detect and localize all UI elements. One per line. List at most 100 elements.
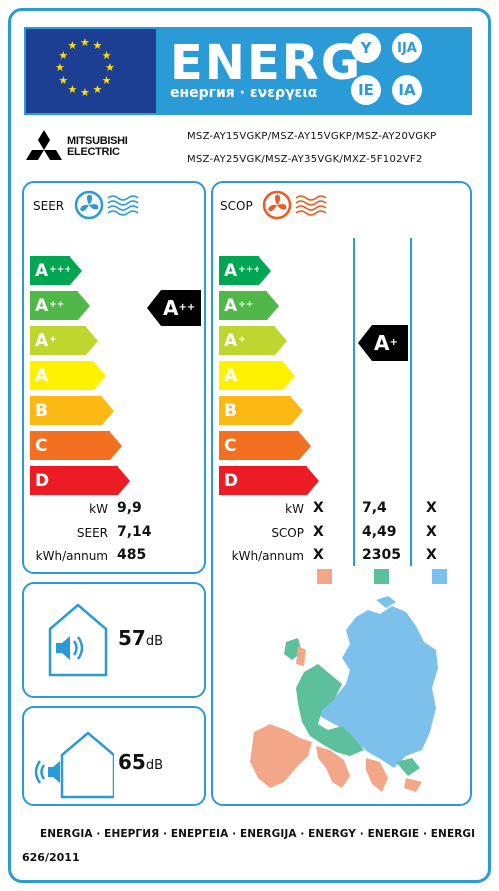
eu-star-icon: ★ <box>80 86 90 99</box>
seer-row-label: kWh/annum <box>35 549 108 563</box>
suffix-ia: IA <box>392 75 422 105</box>
indoor-noise-panel <box>22 582 206 698</box>
energy-header: ★ ★ ★ ★ ★ ★ ★ ★ ★ ★ ★ ★ ENERG енергия · ενεργεια Y … <box>24 27 472 115</box>
energy-class-arrow: A ++ <box>219 291 279 320</box>
energy-class-sup: ++ <box>49 300 65 310</box>
scop-cell: 7,4 <box>362 500 387 516</box>
energy-class-letter: B <box>224 400 237 421</box>
energy-class-letter: A <box>35 260 49 281</box>
energy-class-sup: + <box>49 335 57 345</box>
mitsubishi-logo-icon <box>26 130 62 160</box>
energy-class-arrow: A +++ <box>219 256 271 285</box>
brand-name-line1: MITSUBISHI <box>67 135 128 147</box>
energy-class-letter: C <box>224 435 237 456</box>
seer-row-value: 485 <box>117 547 147 563</box>
seer-row-label: SEER <box>76 526 108 540</box>
energy-class-arrow: A <box>30 361 106 390</box>
outdoor-unit-noise-icon <box>34 731 114 799</box>
seer-title: SEER <box>33 199 65 213</box>
footer-languages: ENERGIA · ЕНЕРГИЯ · ΕΝΕΡΓΕΙΑ · ENERGIJA … <box>40 828 476 840</box>
suffix-y: Y <box>351 33 381 63</box>
energy-class-arrow: A + <box>30 326 98 355</box>
label-frame <box>8 8 491 883</box>
europe-climate-map <box>250 596 438 792</box>
energy-class-arrow: B <box>30 396 114 425</box>
eu-star-icon: ★ <box>58 48 69 62</box>
scop-row-label: kWh/annum <box>231 549 304 563</box>
suffix-ija: IJA <box>392 33 422 63</box>
seer-row-label: kW <box>89 502 108 516</box>
eu-star-icon: ★ <box>105 61 115 74</box>
indoor-unit-noise-icon <box>48 603 108 677</box>
eu-star-icon: ★ <box>101 48 112 62</box>
energy-class-arrow: D <box>219 466 319 495</box>
energy-class-letter: A <box>35 295 49 316</box>
seer-rating-arrow: A ++ <box>147 290 202 326</box>
scop-row-label: kW <box>285 502 304 516</box>
energy-class-arrow: A +++ <box>30 256 82 285</box>
eu-star-icon: ★ <box>101 73 112 87</box>
energy-class-arrow: D <box>30 466 130 495</box>
scop-rating-sup: + <box>389 337 398 348</box>
seer-panel <box>22 181 206 574</box>
seer-rating-letter: A <box>163 296 179 320</box>
suffix-ie: IE <box>351 75 381 105</box>
climate-swatch-average <box>374 569 389 584</box>
brand-name-line2: ELECTRIC <box>67 146 120 158</box>
energy-class-arrow: A ++ <box>30 291 90 320</box>
outdoor-noise-value: 65dB <box>118 750 163 774</box>
eu-star-icon: ★ <box>80 36 90 49</box>
model-line-1: MSZ-AY15VGKP/MSZ-AY15VGKP/MSZ-AY20VGKP <box>187 131 437 142</box>
heating-fan-icon <box>262 190 327 220</box>
energy-class-sup: + <box>238 335 246 345</box>
energy-class-arrow: A <box>219 361 295 390</box>
eu-star-icon: ★ <box>92 82 103 96</box>
scop-cell: X <box>426 500 437 516</box>
eu-star-icon: ★ <box>55 61 65 74</box>
scop-column-divider <box>353 238 355 566</box>
outdoor-noise-unit: dB <box>145 758 164 773</box>
energy-class-arrow: C <box>219 431 311 460</box>
energy-banner: ENERG енергия · ενεργεια Y IJA IE IA <box>156 29 470 113</box>
energy-title: ENERG <box>170 35 363 91</box>
brand: MITSUBISHI ELECTRIC <box>24 130 128 164</box>
cooling-fan-icon <box>74 190 139 220</box>
indoor-noise-unit: dB <box>145 634 164 649</box>
indoor-noise-number: 57 <box>118 626 146 650</box>
eu-star-icon: ★ <box>67 39 78 53</box>
climate-swatch-warmer <box>317 569 332 584</box>
scop-cell: X <box>313 524 324 540</box>
scop-cell: X <box>313 500 324 516</box>
energy-class-letter: A <box>224 330 238 351</box>
eu-flag: ★ ★ ★ ★ ★ ★ ★ ★ ★ ★ ★ ★ <box>26 29 156 113</box>
scop-cell: X <box>426 547 437 563</box>
eu-star-icon: ★ <box>67 82 78 96</box>
outdoor-noise-number: 65 <box>118 750 146 774</box>
seer-row-value: 9,9 <box>117 500 142 516</box>
energy-class-letter: A <box>224 295 238 316</box>
seer-rating-sup: ++ <box>178 302 196 313</box>
energy-class-arrow: B <box>219 396 303 425</box>
energy-class-arrow: C <box>30 431 122 460</box>
energy-class-sup: +++ <box>238 265 261 275</box>
energy-class-letter: A <box>224 260 238 281</box>
energy-class-letter: C <box>35 435 48 456</box>
energy-class-sup: ++ <box>238 300 254 310</box>
scop-title: SCOP <box>220 199 253 213</box>
scop-column-divider <box>410 238 412 566</box>
regulation-number: 626/2011 <box>22 851 80 864</box>
scop-rating-arrow: A + <box>358 325 408 361</box>
scop-cell: X <box>426 524 437 540</box>
scop-rating-letter: A <box>374 331 390 355</box>
energy-class-letter: A <box>224 365 238 386</box>
indoor-noise-value: 57dB <box>118 626 163 650</box>
energy-class-arrow: A + <box>219 326 287 355</box>
energy-class-letter: D <box>224 470 239 491</box>
model-line-2: MSZ-AY25VGK/MSZ-AY35VGK/MXZ-5F102VF2 <box>187 154 423 165</box>
seer-row-value: 7,14 <box>117 524 152 540</box>
scop-cell: 2305 <box>362 547 401 563</box>
scop-panel <box>211 181 472 806</box>
brand-name: MITSUBISHI ELECTRIC <box>67 136 128 158</box>
energy-class-letter: A <box>35 365 49 386</box>
eu-star-icon: ★ <box>92 39 103 53</box>
